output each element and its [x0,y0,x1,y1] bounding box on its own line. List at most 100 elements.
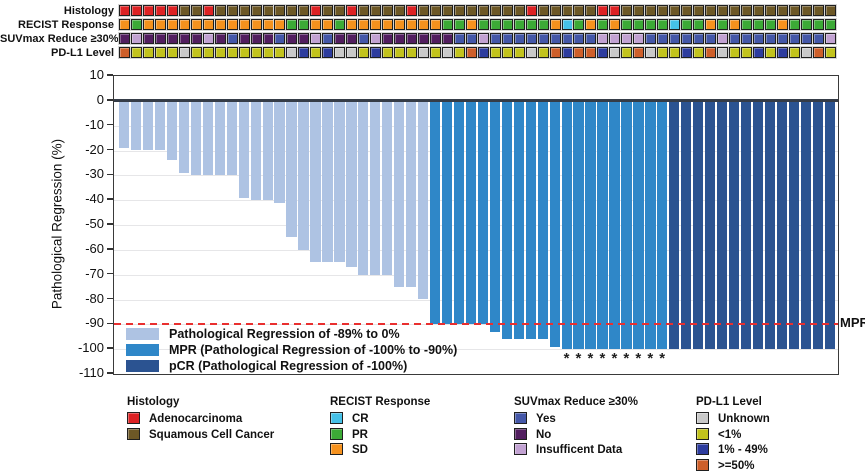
annotation-square [716,46,729,59]
asterisk-marker: * [575,350,582,368]
annotation-square [476,46,490,59]
annotation-square [692,32,706,45]
annotation-square [500,32,514,45]
patient-bar [597,100,608,350]
annotation-square [536,46,550,59]
legend-swatch-partial [126,328,159,340]
annotation-square [393,46,407,59]
mpr-dashed-line [114,323,838,326]
annotation-square [273,18,287,31]
y-axis-tick [107,223,113,225]
annotation-square [357,32,371,45]
bottom-legend-label: Squamous Cell Cancer [149,428,275,441]
annotation-square [237,32,251,45]
annotation-square [237,18,251,31]
annotation-square [321,32,335,45]
annotation-square [428,18,442,31]
annotation-square [249,46,263,59]
annotation-square [572,4,586,17]
patient-bar [657,100,668,350]
patient-bar [740,100,752,350]
annotation-square [799,4,813,17]
annotation-square [261,4,275,17]
annotation-square [548,4,562,17]
patient-bar [142,100,154,151]
annotation-square [405,18,419,31]
patient-bar [585,100,596,350]
bottom-legend-swatch-scc [127,427,140,440]
bottom-legend-swatch-insufficient [514,443,527,455]
annotation-square [440,18,454,31]
bottom-legend-label: <1% [718,428,742,441]
annotation-square [440,46,454,59]
annotation-square [141,4,155,17]
annotation-square [261,32,275,45]
patient-bar [119,100,130,148]
annotation-square [751,32,765,45]
annotation-square [596,18,610,31]
y-axis-tick [107,173,113,176]
patient-bar [728,100,740,350]
patient-bar [764,100,776,350]
annotation-square [405,4,419,17]
y-axis-tick-label: -60 [85,240,104,256]
annotation-square [787,46,801,59]
annotation-square [381,32,395,45]
annotation-square [799,32,813,45]
annotation-square [524,4,538,17]
annotation-square [189,32,203,45]
annotation-square [118,4,131,17]
annotation-square [273,32,287,45]
annotation-strip: Histology RECIST Response SUVmax Reduce ≥3… [0,0,865,64]
annotation-square [177,46,191,59]
y-axis-tick-label: -40 [85,191,104,207]
waterfall-plot-area: * * * * * * * * * Pathological Regression of -89%… [113,75,839,375]
patient-bar [824,100,835,350]
patient-bar [537,100,548,340]
annotation-square [512,18,526,31]
annotation-square [452,32,466,45]
annotation-square [297,32,311,45]
annotation-square [524,46,538,59]
annotation-square [309,4,323,17]
annotation-square [213,4,227,17]
bottom-legend-label: Yes [536,413,556,425]
annotation-square [620,46,634,59]
annotation-square [213,32,227,45]
annotation-square [225,18,239,31]
patient-bar [166,100,178,161]
annotation-square [512,4,526,17]
asterisk-marker: * [623,350,630,368]
annotation-square [560,18,574,31]
annotation-square [381,46,395,59]
annotation-square [249,4,263,17]
annotation-square [799,46,813,59]
annotation-square [249,32,263,45]
annotation-square [225,46,239,59]
patient-bar [501,100,513,340]
annotation-square [464,32,478,45]
bottom-legend-header: RECIST Response [330,396,431,408]
annotation-square [823,18,837,31]
annotation-square [213,46,227,59]
annotation-square [692,46,706,59]
annotation-square [644,46,658,59]
annotation-square [656,18,670,31]
annotation-square [716,32,729,45]
annotation-square [417,32,430,45]
annotation-square [381,4,395,17]
annotation-square [345,18,359,31]
annotation-square [309,32,323,45]
annotation-square [345,46,359,59]
annotation-square [213,18,227,31]
track-label-3: SUVmax Reduce ≥30% [0,33,119,45]
patient-bar [633,100,644,350]
annotation-square [201,4,215,17]
annotation-square [417,46,430,59]
y-axis-tick [107,148,113,151]
annotation-square [129,18,143,31]
patient-bar [262,100,273,201]
mpr-reference-label: MPR [840,315,865,330]
annotation-square [440,32,454,45]
annotation-square [369,4,383,17]
